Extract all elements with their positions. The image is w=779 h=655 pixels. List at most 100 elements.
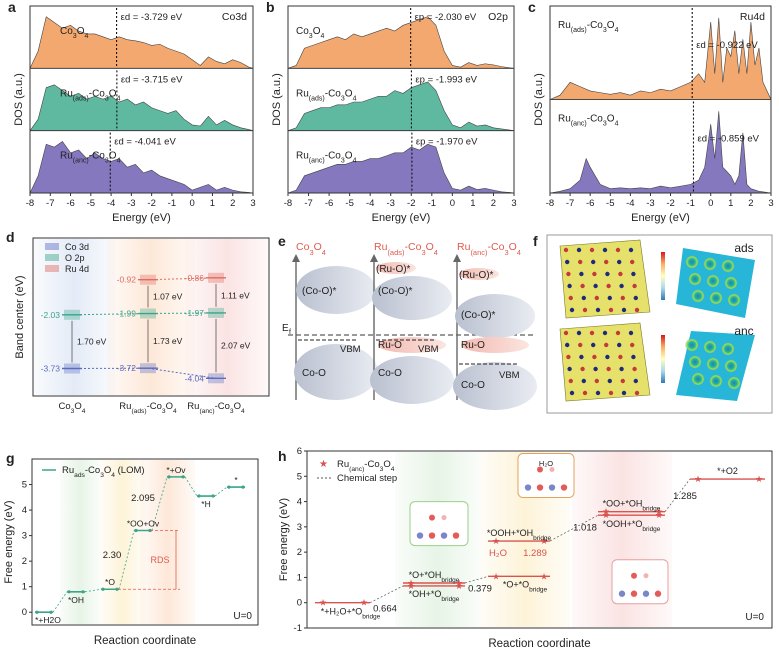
atom: [631, 271, 636, 277]
atom: [536, 484, 544, 491]
y-tick-label: 2: [22, 556, 27, 567]
level-connector: [52, 591, 68, 613]
x-tick-label: 2: [230, 198, 235, 209]
x-tick-label: -3: [127, 198, 135, 209]
level-marker: [227, 485, 231, 489]
text-run: O: [607, 114, 615, 125]
density-blob: [706, 357, 720, 371]
x-tick-label: 0: [450, 198, 455, 209]
text-run: O: [345, 151, 353, 162]
level-connector: [84, 588, 102, 593]
text-run: *+H₂O+*O: [321, 607, 363, 617]
text-run: O: [234, 401, 241, 412]
gap-label: 1.11 eV: [221, 290, 250, 300]
antibonding-state: [372, 276, 452, 320]
atom: [605, 271, 610, 277]
antibonding-state: [455, 294, 535, 338]
vbm-label: VBM: [340, 344, 361, 355]
h2o-label: H₂O: [489, 548, 507, 559]
text-run: -Co: [405, 241, 422, 253]
x-tick-label: 3: [511, 198, 516, 209]
gap-label: 1.70 eV: [77, 337, 107, 347]
panel-label: d: [6, 229, 15, 245]
atom: [620, 295, 625, 301]
y-tick-label: 4: [22, 505, 27, 516]
text-run: O: [109, 151, 117, 162]
level-marker: ★: [319, 598, 327, 608]
x-tick-label: -1: [428, 198, 436, 209]
x-tick-label: -8: [546, 198, 554, 209]
gap-label: 1.07 eV: [153, 292, 183, 302]
atom: [594, 378, 599, 384]
band-center-label: εd = -3.729 eV: [121, 12, 183, 23]
band-center-label: εd = -0.859 eV: [697, 134, 759, 145]
subscript: bridge: [441, 576, 459, 583]
atom: [567, 366, 572, 372]
x-tick-label: -7: [566, 198, 574, 209]
density-blob: [727, 293, 741, 307]
atom: [581, 295, 586, 301]
atom: [581, 378, 586, 384]
text-run: *+O2: [717, 466, 738, 476]
bonding-state: [294, 344, 378, 400]
level-marker: [67, 590, 71, 594]
atom: [607, 295, 612, 301]
density-blob: [685, 338, 699, 352]
step-energy-label: 1.285: [673, 491, 697, 502]
band-value-label: -3.72: [117, 363, 137, 373]
atom: [579, 354, 584, 360]
x-tick-label: 2: [491, 198, 496, 209]
text-run: -Co: [587, 114, 604, 125]
subscript: 4: [84, 33, 88, 40]
band-center-label: εp = -2.030 eV: [415, 12, 477, 23]
atom: [606, 366, 611, 372]
text-run: Co: [296, 26, 309, 37]
text-run: Ru: [60, 88, 73, 99]
level-marker: [211, 494, 215, 498]
column-title: Ru(ads)-Co3O4: [374, 241, 438, 257]
atom: [605, 354, 610, 360]
state-label: *OO+*OHbridge: [603, 499, 661, 512]
text-run: O: [383, 459, 390, 470]
text-run: 3: [421, 248, 425, 257]
atom: [565, 259, 570, 265]
panel-label: g: [6, 450, 15, 466]
mechanism-inset: [409, 501, 469, 547]
level-marker: ★: [455, 578, 463, 588]
step-energy-label: 1.289: [523, 548, 547, 559]
atom: [621, 307, 627, 313]
text-run: O: [314, 241, 322, 253]
band-value-label: -3.73: [41, 364, 61, 374]
bonding-state: [453, 362, 537, 410]
atom: [634, 307, 640, 313]
subscript: bridge: [362, 613, 380, 620]
subscript: 3: [309, 33, 313, 40]
x-axis-label: Energy (eV): [631, 212, 690, 224]
text-run: Ru: [337, 459, 349, 470]
y-tick-label: 5: [297, 471, 302, 482]
atom: [566, 354, 571, 360]
state-label: *+H₂O+*Obridge: [321, 607, 381, 621]
atom: [618, 354, 623, 360]
text-run: *O+*O: [503, 579, 529, 589]
atom: [578, 342, 583, 348]
x-tick-label: 3: [768, 198, 773, 209]
density-blob: [691, 289, 705, 303]
level-marker: [35, 610, 39, 614]
atom: [537, 466, 543, 473]
step-band: [100, 460, 145, 624]
level-connector: [151, 476, 168, 531]
level-marker: ★: [407, 581, 415, 591]
y-tick-label: 1: [297, 572, 302, 583]
text-run: -Co: [89, 88, 106, 99]
text-run: Ru: [558, 20, 571, 31]
atom: [633, 295, 638, 301]
subscript: (ads): [571, 27, 587, 34]
level-marker: ★: [492, 571, 500, 581]
text-run: -Co: [364, 459, 379, 470]
atom: [628, 247, 634, 253]
step-energy-label: 2.095: [131, 493, 155, 504]
subscript: 4: [117, 157, 121, 164]
atom: [628, 330, 634, 336]
